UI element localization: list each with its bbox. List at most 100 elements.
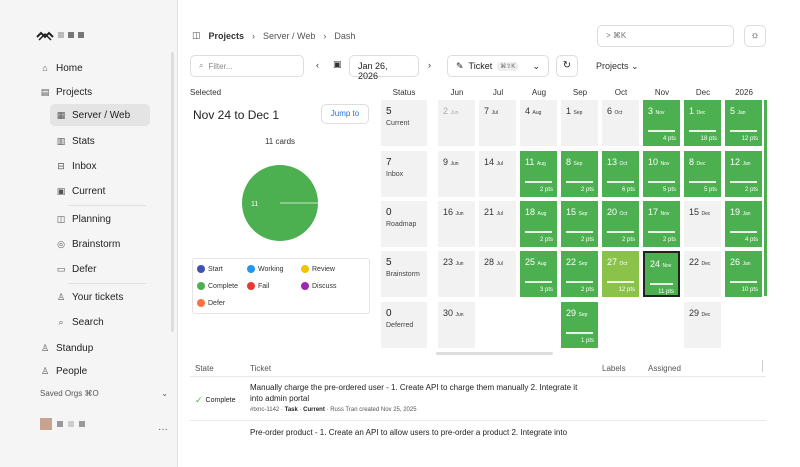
timeline-cell[interactable]: 27 Oct 12 pts [602,251,639,297]
timeline-cell[interactable]: 16 Jun [438,201,475,247]
status-row-header[interactable]: 5 Current [381,100,427,146]
assigned-column-header[interactable]: Assigned [648,364,681,373]
cell-points: 11 pts [658,289,674,295]
timeline-cell[interactable]: 17 Nov 2 pts [643,201,680,247]
sidebar-item-your-tickets[interactable]: ♙ Your tickets [50,286,129,308]
cell-month: Oct [614,110,623,116]
new-ticket-button[interactable]: ✎ Ticket ⌘⇧K ⌄ [447,55,549,77]
chevron-right-icon: › [323,30,327,41]
sidebar-item-defer[interactable]: ▭ Defer [50,258,102,280]
sidebar-item-people[interactable]: ♙ People [34,360,93,382]
breadcrumb-item[interactable]: Projects [208,30,245,41]
timeline-cell[interactable]: 28 Jul [479,251,516,297]
timeline-cell[interactable]: 22 Dec [684,251,721,297]
state-column-header[interactable]: State [195,364,214,373]
selected-range: Nov 24 to Dec 1 [193,108,280,122]
sidebar-item-inbox[interactable]: ⊟ Inbox [50,155,102,177]
timeline-cell[interactable]: 2 Jun [438,100,475,146]
cell-points: 2 pts [580,237,594,243]
timeline-cell[interactable]: 13 Oct 6 pts [602,151,639,197]
timeline-cell[interactable]: 6 Oct [602,100,639,146]
ticket-title[interactable]: Manually charge the pre-ordered user - 1… [250,383,578,403]
cell-points: 6 pts [621,187,635,193]
timeline-cell[interactable]: 29 Dec [684,302,721,348]
timeline-cell[interactable]: 1 Sep [561,100,598,146]
ticket-id[interactable]: #txnc-1142 [250,407,280,413]
labels-column-header[interactable]: Labels [602,364,626,373]
status-row-header[interactable]: 7 Inbox [381,151,427,197]
cell-day: 11 [525,157,535,167]
chevron-down-icon[interactable]: ⌄ [532,60,540,71]
jump-to-button[interactable]: Jump to [321,104,369,124]
sidebar-scrollbar[interactable] [171,52,174,332]
ticket-title[interactable]: Pre-order product - 1. Create an API to … [250,428,568,437]
cell-month: Sep [573,161,583,167]
timeline-cell[interactable]: 5 Jan 12 pts [725,100,762,146]
progress-bar [607,181,634,183]
status-row-header[interactable]: 5 Brainstorm [381,251,427,297]
timeline-cell[interactable]: 10 Nov 5 pts [643,151,680,197]
command-palette-input[interactable]: > ⌘K [597,25,734,47]
cell-points: 2 pts [539,237,553,243]
timeline-cell[interactable]: 23 Jun [438,251,475,297]
timeline-cell[interactable]: 18 Aug 2 pts [520,201,557,247]
sidebar-item-projects[interactable]: ▤ Projects [34,81,98,103]
timeline-cell[interactable]: 11 Aug 2 pts [520,151,557,197]
filter-input[interactable]: ⌕ Filter... [190,55,304,77]
user-profile[interactable] [40,418,85,430]
prev-date-button[interactable]: ‹ [316,60,319,70]
calendar-icon[interactable]: ▣ [333,59,342,69]
timeline-cell[interactable]: 19 Jan 4 pts [725,201,762,247]
sidebar-item-standup[interactable]: ♙ Standup [34,337,99,359]
timeline-cell[interactable]: 20 Oct 2 pts [602,201,639,247]
breadcrumb-item[interactable]: Server / Web [263,30,316,41]
sidebar-item-brainstorm[interactable]: ◎ Brainstorm [50,233,126,255]
timeline-cell[interactable]: 15 Sep 2 pts [561,201,598,247]
timeline-cell[interactable]: 8 Dec 5 pts [684,151,721,197]
sidebar-item-stats[interactable]: ▥ Stats [50,130,101,152]
saved-orgs[interactable]: Saved Orgs ⌘O ⌄ [40,389,168,398]
timeline-cell[interactable]: 12 Jan 2 pts [725,151,762,197]
ticket-column-header[interactable]: Ticket [250,364,272,373]
status-row-header[interactable]: 0 Deferred [381,302,427,348]
sidebar-item-server-web[interactable]: ▦ Server / Web [50,104,150,126]
progress-bar [730,130,757,132]
timeline-cell[interactable]: 14 Jul [479,151,516,197]
date-picker[interactable]: Jan 26, 2026 [349,55,419,81]
timeline-cell[interactable]: 7 Jul [479,100,516,146]
timeline-cell[interactable]: 24 Nov 11 pts [643,251,680,297]
sidebar-item-search[interactable]: ⌕ Search [50,311,110,333]
sidebar-item-planning[interactable]: ◫ Planning [50,208,117,230]
timeline-cell[interactable]: 26 Jan 10 pts [725,251,762,297]
timeline-cell[interactable]: 25 Aug 3 pts [520,251,557,297]
cell-month: Dec [701,312,711,318]
projects-dropdown[interactable]: Projects ⌄ [596,61,639,72]
next-date-button[interactable]: › [428,60,431,70]
column-resize-handle[interactable] [762,360,763,372]
cell-points: 4 pts [662,136,676,142]
breadcrumb-item[interactable]: Dash [334,30,356,41]
timeline-cell[interactable]: 21 Jul [479,201,516,247]
theme-toggle-button[interactable]: ☼ [744,25,766,47]
cell-month: Jul [496,211,503,217]
timeline-cell[interactable]: 4 Aug [520,100,557,146]
timeline-cell[interactable]: 22 Sep 2 pts [561,251,598,297]
timeline-cell[interactable]: 1 Dec 18 pts [684,100,721,146]
chevron-down-icon: ⌄ [161,389,168,398]
sidebar-item-home[interactable]: ⌂ Home [34,57,89,79]
refresh-button[interactable]: ↻ [556,55,578,77]
status-row-header[interactable]: 0 Roadmap [381,201,427,247]
cell-points: 1 pts [580,338,594,344]
timeline-cell[interactable]: 9 Jun [438,151,475,197]
sidebar-item-current[interactable]: ▣ Current [50,180,111,202]
timeline-cell[interactable]: 8 Sep 2 pts [561,151,598,197]
timeline-cell[interactable]: 15 Dec [684,201,721,247]
sidebar-toggle-icon[interactable]: ◫ [192,30,201,40]
timeline-cell[interactable]: 29 Sep 1 pts [561,302,598,348]
timeline-cell[interactable]: 3 Nov 4 pts [643,100,680,146]
more-menu-button[interactable]: ··· [158,424,168,435]
cell-day: 30 [443,308,454,318]
timeline-scrollbar[interactable] [436,352,553,355]
timeline-cell[interactable]: 30 Jun [438,302,475,348]
status-count: 5 [386,106,392,117]
